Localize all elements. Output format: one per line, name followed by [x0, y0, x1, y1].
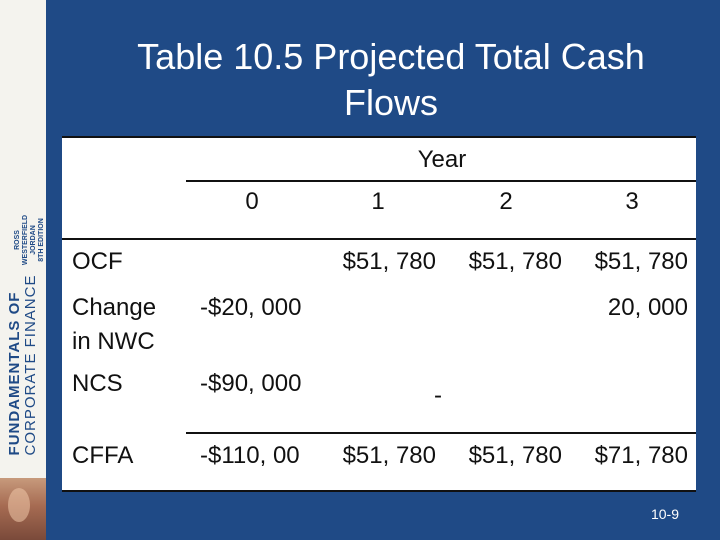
ocf-year-3: $51, 780: [594, 248, 688, 275]
cover-photo: [0, 478, 46, 540]
author-ross: ROSS: [14, 230, 21, 250]
row-label-in-nwc: in NWC: [72, 328, 155, 355]
edition-label: 8TH EDITION: [38, 218, 45, 262]
total-rule: [186, 432, 696, 434]
nwc-year-0: -$20, 000: [200, 294, 302, 321]
year-col-3: 3: [625, 188, 639, 215]
ncs-year-0: -$90, 000: [200, 370, 302, 397]
header-bottom-rule: [62, 238, 696, 240]
cffa-year-0: -$110, 00: [200, 442, 300, 469]
slide-title: Table 10.5 Projected Total Cash Flows: [62, 34, 720, 126]
table-top-rule: [62, 136, 696, 138]
table-bottom-rule: [62, 490, 696, 492]
author-jordan: JORDAN: [30, 225, 37, 255]
year-col-0: 0: [245, 188, 259, 215]
cffa-year-3: $71, 780: [594, 442, 688, 469]
slide-title-line2: Flows: [343, 82, 438, 123]
brand-fundamentals: FUNDAMENTALS OF: [6, 291, 23, 456]
brand-corporate-finance: CORPORATE FINANCE: [22, 274, 39, 456]
row-label-ocf: OCF: [72, 248, 123, 275]
row-label-ncs: NCS: [72, 370, 123, 397]
ocf-year-1: $51, 780: [342, 248, 436, 275]
row-label-change: Change: [72, 294, 157, 321]
cash-flow-table: Year 0 1 2 3 OCF $51, 780 $51, 780 $51, …: [62, 136, 696, 492]
year-rule: [186, 180, 696, 182]
year-col-1: 1: [371, 188, 385, 215]
row-label-cffa: CFFA: [72, 442, 134, 469]
cffa-year-2: $51, 780: [468, 442, 562, 469]
cffa-year-1: $51, 780: [342, 442, 436, 469]
nwc-year-3: 20, 000: [607, 294, 688, 321]
slide-title-line1: Table 10.5 Projected Total Cash: [137, 36, 645, 77]
ocf-year-2: $51, 780: [468, 248, 562, 275]
ncs-year-2: -: [434, 382, 442, 409]
author-westerfield: WESTERFIELD: [22, 214, 29, 266]
page-number: 10-9: [650, 506, 680, 522]
year-header: Year: [417, 146, 467, 173]
year-col-2: 2: [499, 188, 513, 215]
sidebar-banner: ROSS WESTERFIELD JORDAN 8TH EDITION FUND…: [0, 0, 46, 540]
